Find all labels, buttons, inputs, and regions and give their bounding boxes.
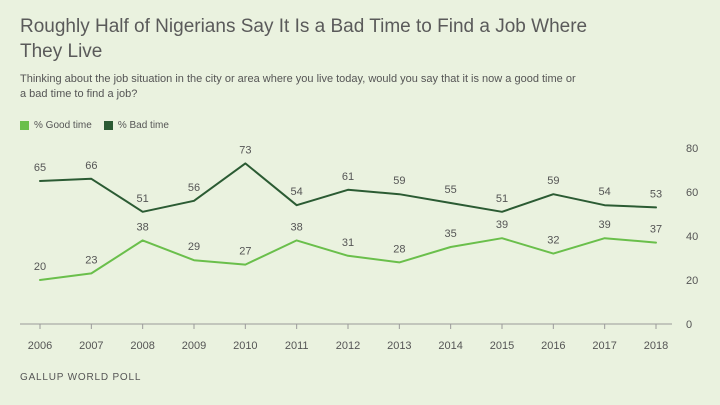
data-label-good-time: 27 — [239, 246, 251, 258]
data-label-bad-time: 53 — [650, 188, 662, 200]
data-label-good-time: 38 — [137, 221, 149, 233]
data-label-bad-time: 61 — [342, 171, 354, 183]
legend-item-good-time: % Good time — [20, 120, 92, 131]
data-label-good-time: 32 — [547, 235, 559, 247]
data-label-bad-time: 73 — [239, 144, 251, 156]
series-line-good-time — [39, 237, 657, 281]
x-tick-label: 2012 — [336, 340, 360, 352]
x-tick-label: 2018 — [644, 340, 668, 352]
x-tick-label: 2013 — [387, 340, 411, 352]
data-label-bad-time: 51 — [137, 193, 149, 205]
x-tick-label: 2011 — [285, 340, 309, 352]
x-tick-label: 2015 — [490, 340, 514, 352]
data-label-good-time: 23 — [85, 254, 97, 266]
x-tick-label: 2017 — [592, 340, 616, 352]
data-label-good-time: 38 — [291, 221, 303, 233]
x-tick-label: 2009 — [182, 340, 206, 352]
x-tick-label: 2014 — [438, 340, 462, 352]
data-label-bad-time: 56 — [188, 182, 200, 194]
x-tick-label: 2016 — [541, 340, 565, 352]
data-label-bad-time: 54 — [291, 186, 303, 198]
data-label-good-time: 37 — [650, 224, 662, 236]
data-label-bad-time: 59 — [547, 175, 559, 187]
y-tick-label: 40 — [686, 231, 698, 243]
data-label-good-time: 31 — [342, 237, 354, 249]
chart-title: Roughly Half of Nigerians Say It Is a Ba… — [20, 16, 588, 62]
x-tick-label: 2006 — [28, 340, 52, 352]
legend: % Good time % Bad time — [20, 120, 169, 131]
chart-subtitle: Thinking about the job situation in the … — [20, 73, 576, 100]
series-line-bad-time — [39, 162, 657, 213]
data-label-good-time: 20 — [34, 261, 46, 273]
data-label-good-time: 39 — [496, 219, 508, 231]
data-label-bad-time: 51 — [496, 193, 508, 205]
data-label-bad-time: 65 — [34, 162, 46, 174]
data-label-bad-time: 55 — [445, 184, 457, 196]
y-tick-label: 60 — [686, 187, 698, 199]
data-label-bad-time: 66 — [85, 160, 97, 172]
x-tick-label: 2008 — [130, 340, 154, 352]
legend-swatch-bad-time — [103, 121, 113, 130]
legend-label-bad-time: % Bad time — [117, 120, 169, 131]
y-tick-label: 80 — [686, 143, 698, 155]
source-note: GALLUP WORLD POLL — [20, 372, 142, 383]
data-label-bad-time: 54 — [599, 186, 611, 198]
legend-label-good-time: % Good time — [34, 120, 92, 131]
data-label-good-time: 35 — [445, 228, 457, 240]
x-tick-label: 2007 — [79, 340, 103, 352]
data-label-good-time: 29 — [188, 241, 200, 253]
data-label-bad-time: 59 — [393, 175, 405, 187]
x-tick-label: 2010 — [233, 340, 257, 352]
legend-item-bad-time: % Bad time — [103, 120, 169, 131]
y-tick-label: 20 — [686, 275, 698, 287]
y-tick-label: 0 — [686, 319, 692, 331]
data-label-good-time: 39 — [599, 219, 611, 231]
legend-swatch-good-time — [20, 121, 29, 130]
data-label-good-time: 28 — [393, 243, 405, 255]
